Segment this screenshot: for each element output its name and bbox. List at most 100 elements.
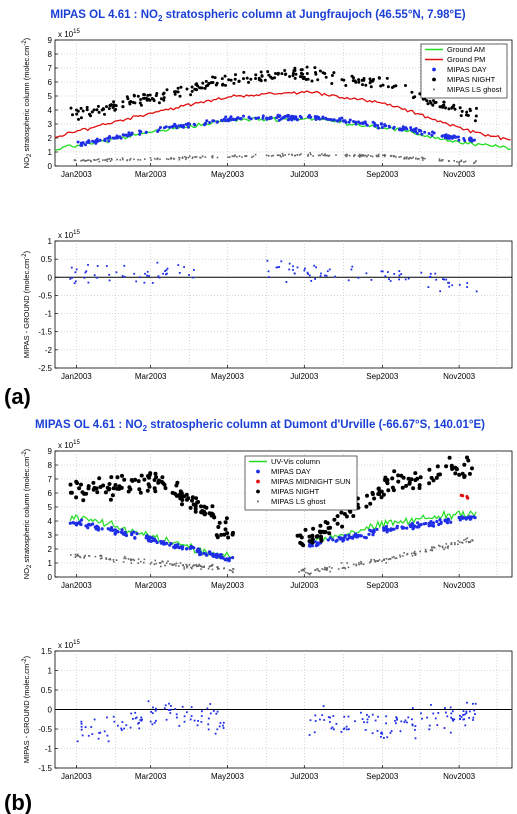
- series-mipas-night-point: [111, 486, 116, 491]
- series-mipas-ls-ghost-point: [245, 155, 247, 157]
- series-mipas-minus-ground-point: [343, 727, 346, 730]
- series-mipas-day-point: [84, 143, 87, 147]
- series-mipas-night-point: [361, 83, 364, 87]
- series-mipas-night-point: [132, 94, 136, 98]
- series-mipas-ls-ghost-point: [195, 564, 198, 566]
- series-mipas-night-point: [447, 107, 451, 111]
- series-mipas-day-point: [298, 114, 302, 118]
- series-mipas-minus-ground-point: [411, 707, 414, 709]
- series-mipas-night-point: [91, 480, 96, 485]
- series-mipas-night-point: [376, 486, 381, 491]
- series-mipas-night-point: [190, 498, 194, 503]
- series-mipas-night-point: [105, 105, 108, 109]
- series-mipas-night-point: [254, 77, 257, 80]
- series-mipas-night-point: [396, 479, 401, 484]
- series-mipas-day-point: [441, 134, 445, 138]
- series-mipas-minus-ground-point: [121, 721, 124, 723]
- series-mipas-day-point: [447, 136, 451, 140]
- series-mipas-night-point: [433, 101, 437, 105]
- series-mipas-ls-ghost-point: [267, 155, 270, 157]
- series-mipas-day-point: [329, 118, 333, 122]
- series-mipas-day-point: [469, 137, 473, 141]
- y-tick-label: -0.5: [38, 291, 52, 300]
- series-mipas-day-point: [242, 114, 245, 118]
- series-mipas-ls-ghost: [70, 537, 474, 576]
- series-mipas-day-point: [133, 536, 137, 540]
- series-mipas-ls-ghost-point: [171, 563, 173, 566]
- series-mipas-day-point: [234, 118, 238, 121]
- series-mipas-ls-ghost-point: [447, 547, 449, 549]
- series-mipas-day-point: [79, 522, 83, 527]
- series-mipas-day-point: [400, 128, 404, 132]
- series-mipas-night-point: [136, 94, 140, 98]
- series-mipas-night-point: [114, 104, 118, 108]
- series-mipas-day-point: [460, 515, 464, 519]
- series-mipas-night-point: [379, 495, 384, 500]
- series-mipas-minus-ground-point: [108, 273, 111, 276]
- series-mipas-minus-ground-point: [404, 278, 407, 281]
- series-mipas-ls-ghost-point: [201, 566, 203, 568]
- series-mipas-ls-ghost-point: [459, 541, 461, 544]
- y-tick-label: 8: [48, 50, 53, 59]
- series-mipas-ls-ghost-point: [424, 550, 427, 553]
- series-mipas-ls-ghost-point: [417, 158, 419, 160]
- series-mipas-minus-ground-point: [87, 734, 90, 737]
- series-mipas-night-point: [394, 84, 398, 88]
- series-mipas-minus-ground-point: [176, 716, 178, 719]
- series-mipas-ls-ghost-point: [101, 557, 103, 559]
- series-mipas-night-point: [473, 119, 477, 123]
- series-mipas-minus-ground-point: [83, 276, 86, 279]
- series-mipas-night-point: [407, 481, 412, 486]
- series-mipas-night-point: [444, 106, 447, 110]
- series-mipas-night-point: [327, 531, 332, 536]
- series-mipas-ls-ghost-point: [76, 553, 79, 556]
- series-mipas-ls-ghost-point: [200, 565, 202, 567]
- series-mipas-day-point: [156, 130, 160, 133]
- series-mipas-ls-ghost-point: [424, 548, 427, 551]
- series-mipas-night-point: [307, 534, 312, 539]
- series-mipas-minus-ground-point: [430, 704, 432, 706]
- series-mipas-minus-ground-point: [346, 728, 348, 731]
- series-mipas-day-point: [231, 117, 235, 121]
- series-mipas-ls-ghost-point: [335, 154, 337, 156]
- series-mipas-ls-ghost-point: [302, 568, 305, 571]
- series-mipas-night-point: [227, 78, 231, 82]
- series-mipas-ls-ghost-point: [296, 154, 299, 156]
- legend-box: [244, 455, 358, 511]
- series-mipas-day-point: [205, 119, 209, 123]
- series-mipas-night-point: [406, 476, 411, 481]
- series-mipas-ls-ghost-point: [403, 552, 405, 554]
- series-mipas-night-point: [74, 495, 79, 500]
- series-mipas-night-point: [224, 516, 229, 521]
- series-mipas-day: [76, 113, 476, 147]
- series-mipas-night-point: [199, 504, 203, 509]
- series-mipas-day-point: [159, 541, 163, 545]
- series-mipas-minus-ground-point: [117, 724, 119, 727]
- series-mipas-night-point: [80, 490, 85, 495]
- series-mipas-night-point: [291, 71, 295, 75]
- series-mipas-ls-ghost-point: [109, 160, 112, 162]
- series-mipas-minus-ground-point: [93, 274, 96, 277]
- series-mipas-minus-ground-point: [389, 280, 392, 282]
- series-mipas-ls-ghost-point: [233, 155, 235, 158]
- series-mipas-night-point: [465, 455, 469, 460]
- y-tick-label: 7: [48, 475, 53, 484]
- series-mipas-day-point: [188, 546, 192, 551]
- series-mipas-ls-ghost-point: [415, 157, 417, 160]
- series-mipas-ls-ghost-point: [414, 554, 417, 556]
- series-mipas-ls-ghost-point: [445, 543, 447, 545]
- series-mipas-night-point: [178, 94, 182, 98]
- series-mipas-ls-ghost-point: [108, 158, 111, 160]
- series-mipas-minus-ground-point: [174, 708, 177, 710]
- exponent-label: x 1015: [58, 440, 80, 450]
- series-mipas-minus-ground: [69, 259, 478, 293]
- series-mipas-minus-ground-point: [85, 270, 88, 273]
- series-mipas-ls-ghost-point: [406, 553, 408, 556]
- x-tick-label: Nov2003: [443, 581, 476, 590]
- series-mipas-night-point: [339, 510, 344, 515]
- series-mipas-night-point: [335, 521, 340, 526]
- series-mipas-minus-ground-point: [303, 269, 306, 272]
- series-mipas-night-point: [79, 106, 83, 110]
- series-mipas-minus-ground-point: [143, 281, 146, 284]
- exponent-label: x 1015: [58, 230, 80, 240]
